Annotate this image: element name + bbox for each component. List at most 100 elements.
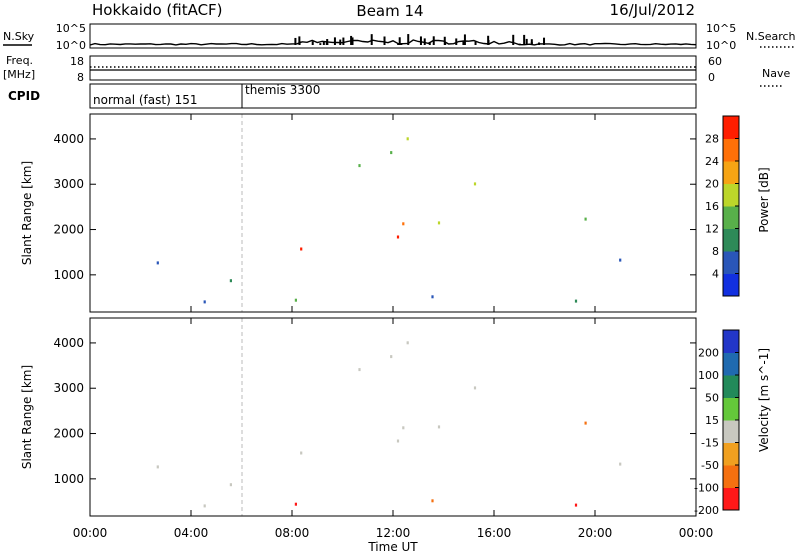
power-ylabel: Slant Range [km] <box>20 161 34 265</box>
velocity-ytick-label: 1000 <box>53 472 84 486</box>
power-cell <box>229 279 232 283</box>
nsearch-bar <box>463 34 466 45</box>
nsearch-bar <box>339 39 342 45</box>
nsearch-bar <box>319 43 322 45</box>
nsearch-bar <box>487 40 490 45</box>
power-cbar-segment <box>723 183 739 207</box>
cpid-label: CPID <box>8 89 40 103</box>
nsearch-bar <box>530 42 533 45</box>
nsky-label: N.Sky <box>3 30 35 43</box>
power-cell <box>437 221 441 225</box>
power-cell <box>396 235 400 239</box>
nsearch-bar <box>325 41 328 45</box>
power-y-axis: 1000 2000 3000 4000 <box>53 132 696 282</box>
nsearch-bar <box>370 34 373 45</box>
velocity-cbar-segment <box>723 375 739 398</box>
velocity-ylabel: Slant Range [km] <box>20 365 34 469</box>
nsearch-bar <box>538 42 541 45</box>
freq-unit: [MHz] <box>3 68 35 81</box>
xlabel: Time UT <box>367 540 418 554</box>
power-cbar-segment <box>723 251 739 274</box>
power-cbar-label: Power [dB] <box>757 167 771 232</box>
nsearch-bar <box>443 36 446 45</box>
nsearch-bar <box>333 37 336 45</box>
cpid-segment-1: normal (fast) 151 <box>93 93 197 107</box>
velocity-cell <box>406 341 409 345</box>
power-cbar-segment <box>723 138 739 162</box>
nsearch-bar <box>400 43 403 45</box>
nsearch-bar <box>512 34 515 45</box>
velocity-cbar-tick-label: 100 <box>698 369 719 382</box>
power-ytick-label: 4000 <box>53 132 84 146</box>
power-cbar-segment <box>723 228 739 252</box>
nsearch-bar <box>350 35 353 45</box>
nsearch-bar <box>428 41 431 45</box>
velocity-cell <box>203 504 206 508</box>
power-cell <box>584 217 587 221</box>
velocity-cbar-tick-label: -200 <box>694 504 719 517</box>
freq-tick-bottom: 8 <box>77 71 84 84</box>
velocity-cell <box>431 499 434 503</box>
power-cell <box>574 299 578 303</box>
freq-label: Freq. <box>6 54 33 67</box>
nave-tick-bottom: 0 <box>708 71 715 84</box>
velocity-cell <box>473 386 477 390</box>
velocity-cell <box>229 483 232 487</box>
velocity-cbar-label: Velocity [m s^-1] <box>757 348 771 452</box>
nsearch-bar <box>543 37 546 45</box>
velocity-colorbar: 200 100 50 15 -15 -50 -100 -200 <box>694 329 740 517</box>
nsky-tick-bottom: 10^0 <box>56 39 86 52</box>
power-cbar-tick-label: 20 <box>705 178 719 191</box>
freq-panel: Freq. [MHz] 18 8 60 0 Nave <box>3 54 790 87</box>
nsearch-bar <box>432 36 435 45</box>
power-ytick-label: 3000 <box>53 177 84 191</box>
nave-label: Nave <box>762 67 790 80</box>
power-cell <box>358 164 361 168</box>
velocity-cell <box>584 421 587 425</box>
power-cell <box>203 300 206 304</box>
velocity-cell <box>402 426 405 430</box>
velocity-cbar-tick-label: -50 <box>701 459 719 472</box>
power-cell <box>619 258 622 262</box>
nsearch-bar <box>455 38 458 45</box>
velocity-ytick-label: 3000 <box>53 381 84 395</box>
freq-tick-top: 18 <box>70 55 84 68</box>
velocity-cbar-segment <box>723 465 739 488</box>
nsearch-tick-bottom: 10^0 <box>706 39 736 52</box>
nsearch-bar <box>322 41 325 45</box>
power-cbar-tick-label: 12 <box>705 223 719 236</box>
nave-tick-top: 60 <box>708 55 722 68</box>
power-panel: 1000 2000 3000 4000 Slant Range [km] 4 8 12 16… <box>20 113 771 313</box>
nsearch-bar <box>294 37 297 45</box>
velocity-cbar-segment <box>723 397 739 421</box>
velocity-cbar-segment <box>723 487 739 511</box>
power-ytick-label: 1000 <box>53 268 84 282</box>
velocity-cbar-tick-label: -15 <box>701 437 719 450</box>
xtick-label: 00:00 <box>73 526 108 540</box>
power-cell <box>294 298 297 302</box>
time-axis: 00:00 04:00 08:00 12:00 16:00 20:00 00:00 <box>73 114 713 540</box>
nsky-trace <box>89 34 697 46</box>
xtick-label: 12:00 <box>376 526 411 540</box>
power-cell <box>156 261 159 265</box>
nsearch-bar <box>383 36 386 45</box>
nsearch-bar <box>398 37 401 45</box>
power-cell <box>300 247 303 251</box>
nsearch-bar <box>474 41 477 45</box>
nsearch-bar <box>311 41 314 45</box>
nsearch-bar <box>351 37 354 45</box>
power-cell <box>402 222 405 226</box>
nsearch-bar <box>342 37 345 45</box>
nsearch-label: N.Search <box>746 30 796 43</box>
velocity-cell <box>619 462 622 466</box>
nsearch-bar <box>407 34 410 45</box>
power-colorbar: 4 8 12 16 20 24 28 <box>705 115 740 297</box>
velocity-cell <box>300 451 303 455</box>
nsearch-tick-top: 10^5 <box>706 22 736 35</box>
power-cbar-tick-label: 4 <box>712 268 719 281</box>
nsky-line <box>89 39 697 46</box>
power-cbar-tick-label: 8 <box>712 245 719 258</box>
power-cell <box>431 295 434 299</box>
power-cbar-segment <box>723 116 739 139</box>
